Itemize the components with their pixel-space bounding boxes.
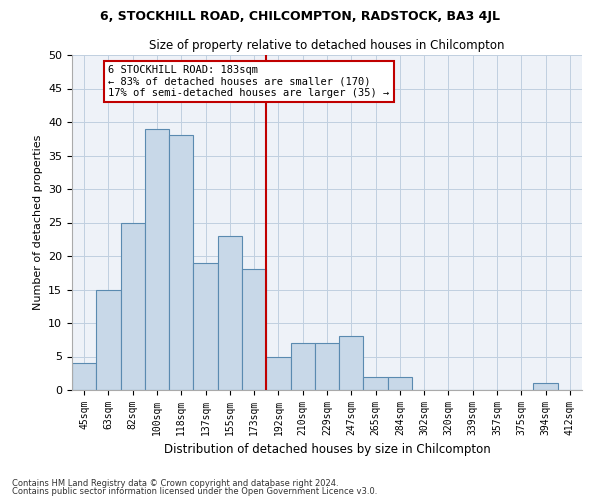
- Text: Contains HM Land Registry data © Crown copyright and database right 2024.: Contains HM Land Registry data © Crown c…: [12, 478, 338, 488]
- Y-axis label: Number of detached properties: Number of detached properties: [32, 135, 43, 310]
- Text: 6 STOCKHILL ROAD: 183sqm
← 83% of detached houses are smaller (170)
17% of semi-: 6 STOCKHILL ROAD: 183sqm ← 83% of detach…: [109, 65, 389, 98]
- Title: Size of property relative to detached houses in Chilcompton: Size of property relative to detached ho…: [149, 40, 505, 52]
- Bar: [315, 343, 339, 390]
- Bar: [290, 343, 315, 390]
- Bar: [364, 376, 388, 390]
- Bar: [96, 290, 121, 390]
- Bar: [339, 336, 364, 390]
- Bar: [266, 356, 290, 390]
- Bar: [218, 236, 242, 390]
- Text: Contains public sector information licensed under the Open Government Licence v3: Contains public sector information licen…: [12, 487, 377, 496]
- Bar: [169, 136, 193, 390]
- Bar: [388, 376, 412, 390]
- Bar: [193, 262, 218, 390]
- Bar: [72, 363, 96, 390]
- Bar: [145, 128, 169, 390]
- Text: 6, STOCKHILL ROAD, CHILCOMPTON, RADSTOCK, BA3 4JL: 6, STOCKHILL ROAD, CHILCOMPTON, RADSTOCK…: [100, 10, 500, 23]
- Bar: [242, 270, 266, 390]
- Bar: [533, 384, 558, 390]
- Bar: [121, 222, 145, 390]
- X-axis label: Distribution of detached houses by size in Chilcompton: Distribution of detached houses by size …: [164, 444, 490, 456]
